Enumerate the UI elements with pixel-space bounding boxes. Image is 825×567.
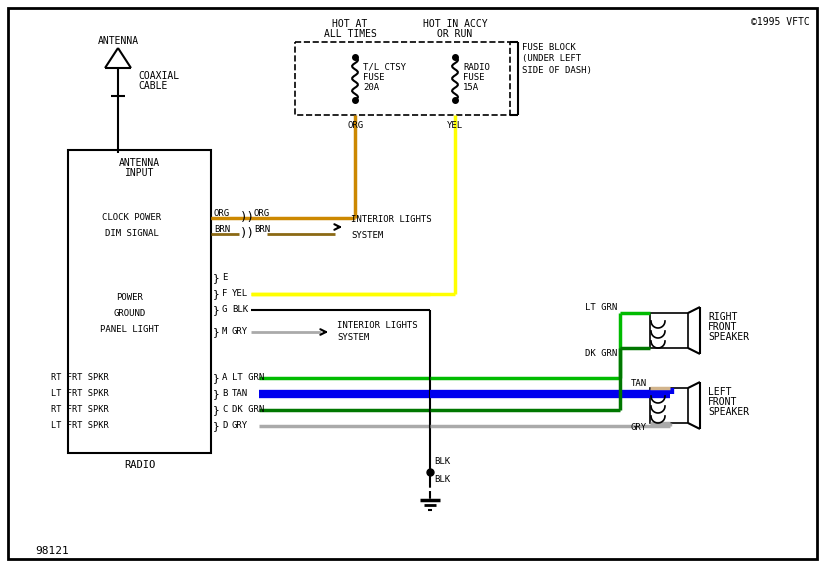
Text: INPUT: INPUT xyxy=(125,168,154,178)
Text: ANTENNA: ANTENNA xyxy=(119,158,160,168)
Text: }: } xyxy=(213,327,219,337)
Text: FRONT: FRONT xyxy=(708,397,738,407)
Text: LT FRT SPKR: LT FRT SPKR xyxy=(51,390,109,399)
Bar xyxy=(650,313,688,348)
Text: G: G xyxy=(222,306,228,315)
Text: PANEL LIGHT: PANEL LIGHT xyxy=(100,325,159,335)
Text: E: E xyxy=(222,273,228,282)
Text: BLK: BLK xyxy=(232,306,248,315)
Text: SYSTEM: SYSTEM xyxy=(351,231,384,240)
Text: 20A: 20A xyxy=(363,83,380,91)
Text: C: C xyxy=(222,405,228,414)
Text: LT FRT SPKR: LT FRT SPKR xyxy=(51,421,109,430)
Text: BRN: BRN xyxy=(214,225,230,234)
Text: CLOCK POWER: CLOCK POWER xyxy=(102,214,161,222)
Text: TAN: TAN xyxy=(631,379,647,387)
Text: )): )) xyxy=(240,211,255,225)
Text: ORG: ORG xyxy=(214,209,230,218)
Text: OR RUN: OR RUN xyxy=(437,29,473,39)
Text: DIM SIGNAL: DIM SIGNAL xyxy=(105,230,158,239)
Text: ORG: ORG xyxy=(254,209,270,218)
Text: GRY: GRY xyxy=(631,424,647,433)
Text: SPEAKER: SPEAKER xyxy=(708,332,749,342)
Bar xyxy=(295,42,510,115)
Text: (UNDER LEFT: (UNDER LEFT xyxy=(522,54,581,64)
Text: POWER: POWER xyxy=(116,294,143,303)
Text: BRN: BRN xyxy=(254,225,270,234)
Text: RT FRT SPKR: RT FRT SPKR xyxy=(51,374,109,383)
Text: }: } xyxy=(213,373,219,383)
Text: TAN: TAN xyxy=(232,390,248,399)
Text: ALL TIMES: ALL TIMES xyxy=(323,29,376,39)
Text: DK GRN: DK GRN xyxy=(585,349,617,358)
Bar xyxy=(68,150,211,453)
Text: )): )) xyxy=(240,227,255,240)
Text: BLK: BLK xyxy=(434,458,450,467)
Text: B: B xyxy=(222,390,228,399)
Text: ©1995 VFTC: ©1995 VFTC xyxy=(751,17,809,27)
Text: M: M xyxy=(222,328,228,336)
Text: 15A: 15A xyxy=(463,83,479,91)
Text: LEFT: LEFT xyxy=(708,387,732,397)
Text: }: } xyxy=(213,305,219,315)
Text: RADIO: RADIO xyxy=(463,62,490,71)
Text: }: } xyxy=(213,405,219,415)
Text: RT FRT SPKR: RT FRT SPKR xyxy=(51,405,109,414)
Text: GRY: GRY xyxy=(232,328,248,336)
Text: FUSE BLOCK: FUSE BLOCK xyxy=(522,44,576,53)
Text: BLK: BLK xyxy=(434,476,450,484)
Text: }: } xyxy=(213,273,219,283)
Text: 98121: 98121 xyxy=(35,546,68,556)
Text: LT GRN: LT GRN xyxy=(585,303,617,312)
Text: T/L CTSY: T/L CTSY xyxy=(363,62,406,71)
Text: SPEAKER: SPEAKER xyxy=(708,407,749,417)
Text: FRONT: FRONT xyxy=(708,322,738,332)
Text: RIGHT: RIGHT xyxy=(708,312,738,322)
Text: COAXIAL: COAXIAL xyxy=(138,71,179,81)
Text: }: } xyxy=(213,389,219,399)
Text: INTERIOR LIGHTS: INTERIOR LIGHTS xyxy=(351,215,431,225)
Text: INTERIOR LIGHTS: INTERIOR LIGHTS xyxy=(337,320,417,329)
Text: DK GRN: DK GRN xyxy=(232,405,264,414)
Bar xyxy=(650,388,688,423)
Text: SYSTEM: SYSTEM xyxy=(337,332,370,341)
Text: YEL: YEL xyxy=(447,121,463,129)
Text: HOT IN ACCY: HOT IN ACCY xyxy=(422,19,488,29)
Text: FUSE: FUSE xyxy=(463,73,484,82)
Text: LT GRN: LT GRN xyxy=(232,374,264,383)
Text: A: A xyxy=(222,374,228,383)
Text: SIDE OF DASH): SIDE OF DASH) xyxy=(522,66,592,74)
Text: CABLE: CABLE xyxy=(138,81,167,91)
Text: ORG: ORG xyxy=(347,121,363,129)
Text: RADIO: RADIO xyxy=(124,460,155,470)
Text: HOT AT: HOT AT xyxy=(332,19,368,29)
Text: }: } xyxy=(213,289,219,299)
Text: D: D xyxy=(222,421,228,430)
Text: GRY: GRY xyxy=(232,421,248,430)
Text: F: F xyxy=(222,290,228,298)
Text: YEL: YEL xyxy=(232,290,248,298)
Text: }: } xyxy=(213,421,219,431)
Text: FUSE: FUSE xyxy=(363,73,384,82)
Text: ANTENNA: ANTENNA xyxy=(97,36,139,46)
Text: GROUND: GROUND xyxy=(113,310,146,319)
